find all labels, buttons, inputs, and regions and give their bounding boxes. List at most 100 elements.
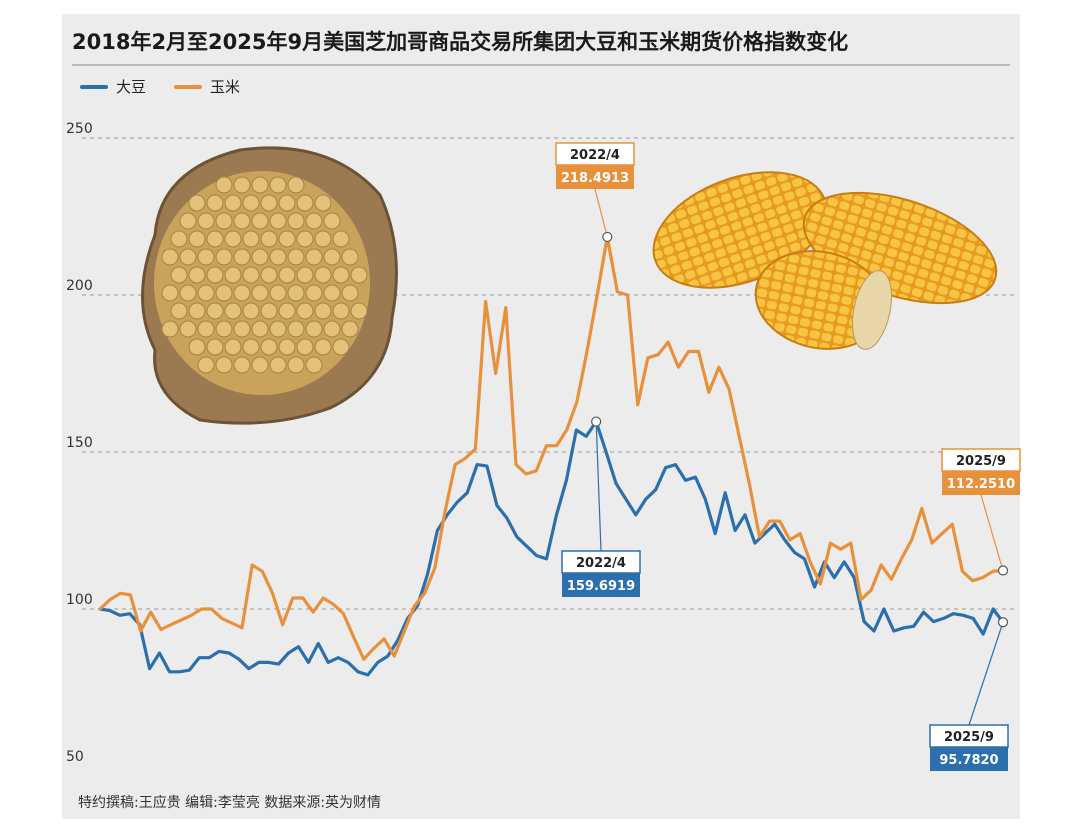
legend-label-corn: 玉米 <box>210 78 241 96</box>
chart-footer: 特约撰稿:王应贵 编辑:李莹亮 数据来源:英为财情 <box>78 795 382 811</box>
soybean <box>179 212 197 230</box>
soybean-latest-marker <box>997 617 1009 628</box>
soybean <box>188 338 206 356</box>
soybean <box>305 248 323 266</box>
soybean <box>215 356 233 374</box>
soybean <box>188 302 206 320</box>
y-tick-label: 150 <box>66 435 93 451</box>
soybean <box>260 338 278 356</box>
soybean <box>323 320 341 338</box>
soybean <box>224 266 242 284</box>
soybean <box>197 356 215 374</box>
soybean <box>242 230 260 248</box>
y-tick-label: 50 <box>66 749 84 765</box>
soybean <box>269 320 287 338</box>
soybean <box>206 266 224 284</box>
corn-peak-value-box <box>556 165 634 189</box>
legend-item-corn: 玉米 <box>174 76 240 97</box>
soybean <box>323 248 341 266</box>
soybean <box>287 356 305 374</box>
soybean <box>215 320 233 338</box>
soybean <box>260 266 278 284</box>
soybean <box>269 176 287 194</box>
soybean <box>260 194 278 212</box>
soybean <box>332 338 350 356</box>
soybean <box>197 248 215 266</box>
soybean-sack-image <box>141 146 398 425</box>
soybean <box>278 338 296 356</box>
soybean-peak-value-label: 159.6919 <box>567 579 635 594</box>
soybean <box>251 356 269 374</box>
soybean <box>215 284 233 302</box>
y-tick-label: 200 <box>66 278 93 294</box>
soybean <box>188 230 206 248</box>
soybean <box>206 302 224 320</box>
soybean <box>350 266 368 284</box>
soybean <box>233 320 251 338</box>
soybean <box>278 266 296 284</box>
legend-swatch-corn <box>174 84 203 89</box>
soybean <box>251 248 269 266</box>
soybean-line <box>98 420 1005 677</box>
soybean <box>296 338 314 356</box>
y-tick-label: 250 <box>66 121 93 137</box>
corn-latest-value-box <box>942 471 1020 495</box>
soybean <box>314 266 332 284</box>
soybean <box>296 230 314 248</box>
soybean <box>287 248 305 266</box>
soybean <box>287 176 305 194</box>
soybean <box>224 302 242 320</box>
soybean <box>170 302 188 320</box>
soybean <box>224 230 242 248</box>
soybean <box>179 284 197 302</box>
soybean <box>296 194 314 212</box>
soybean <box>251 212 269 230</box>
corn-latest-leader <box>980 494 1004 571</box>
legend-item-soybean: 大豆 <box>80 76 146 97</box>
soybean <box>332 302 350 320</box>
soybean <box>260 302 278 320</box>
title-divider <box>72 64 1010 66</box>
soybean <box>278 302 296 320</box>
soybean <box>224 338 242 356</box>
soybean <box>233 284 251 302</box>
soybean <box>197 212 215 230</box>
y-tick-label: 100 <box>66 592 93 608</box>
soybean <box>215 248 233 266</box>
legend: 大豆 玉米 <box>80 76 268 97</box>
soybean <box>341 284 359 302</box>
soybean <box>224 194 242 212</box>
soybean <box>296 266 314 284</box>
soybean <box>314 302 332 320</box>
soybean <box>323 212 341 230</box>
soybean-peak-leader <box>595 421 602 552</box>
soybean <box>332 230 350 248</box>
soybean <box>161 320 179 338</box>
soybean <box>242 338 260 356</box>
soybean <box>287 212 305 230</box>
soybean <box>269 212 287 230</box>
corn-latest-value-label: 112.2510 <box>947 477 1015 492</box>
soybean <box>170 266 188 284</box>
soybean <box>269 356 287 374</box>
soybean <box>278 230 296 248</box>
soybean <box>242 194 260 212</box>
soybean <box>170 230 188 248</box>
soybean <box>305 212 323 230</box>
soybean-peak-date-label: 2022/4 <box>576 556 626 571</box>
soybean <box>233 212 251 230</box>
soybean <box>242 302 260 320</box>
soybean <box>305 320 323 338</box>
corn-latest-date-label: 2025/9 <box>956 454 1006 469</box>
soybean <box>215 176 233 194</box>
soybean <box>188 194 206 212</box>
soybean <box>161 248 179 266</box>
corn-peak-date-label: 2022/4 <box>570 148 620 163</box>
soybean <box>278 194 296 212</box>
soybean-peak-value-box <box>562 573 640 597</box>
soybean <box>269 284 287 302</box>
corn-peak-marker <box>602 231 613 243</box>
soybean <box>332 266 350 284</box>
soybean <box>242 266 260 284</box>
